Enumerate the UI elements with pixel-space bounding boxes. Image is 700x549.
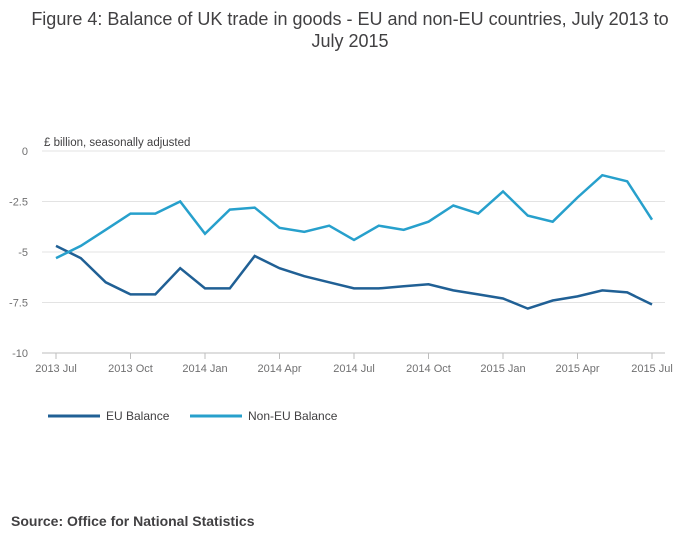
y-axis-ticks: 0 -2.5 -5 -7.5 -10 — [9, 146, 28, 360]
y-tick-label: -2.5 — [9, 197, 28, 209]
y-tick-label: -5 — [18, 247, 28, 259]
source-note: Source: Office for National Statistics — [11, 513, 255, 529]
x-tick-label: 2014 Oct — [406, 363, 451, 375]
series-line-eu — [55, 244, 653, 310]
legend-label-eu: EU Balance — [106, 409, 170, 423]
x-tick-label: 2015 Apr — [555, 363, 599, 375]
series-line-non-eu — [55, 173, 654, 260]
grid-lines — [42, 150, 665, 354]
y-axis-label: £ billion, seasonally adjusted — [44, 137, 190, 149]
x-tick-label: 2015 Jan — [480, 363, 525, 375]
y-tick-label: -7.5 — [9, 298, 28, 310]
x-tick-label: 2014 Jul — [333, 363, 375, 375]
y-tick-label: -10 — [12, 348, 28, 360]
series-lines — [55, 173, 654, 310]
x-tick-label: 2013 Jul — [35, 363, 77, 375]
chart-title: Figure 4: Balance of UK trade in goods -… — [31, 9, 669, 51]
x-tick-label: 2014 Apr — [257, 363, 301, 375]
x-tick-label: 2013 Oct — [108, 363, 153, 375]
legend: EU Balance Non-EU Balance — [48, 409, 338, 423]
x-tick-label: 2015 Jul — [631, 363, 673, 375]
legend-label-non-eu: Non-EU Balance — [248, 409, 338, 423]
x-axis: 2013 Jul 2013 Oct 2014 Jan 2014 Apr 2014 Jul… — [35, 353, 673, 375]
x-tick-label: 2014 Jan — [182, 363, 227, 375]
y-tick-label: 0 — [22, 146, 28, 158]
